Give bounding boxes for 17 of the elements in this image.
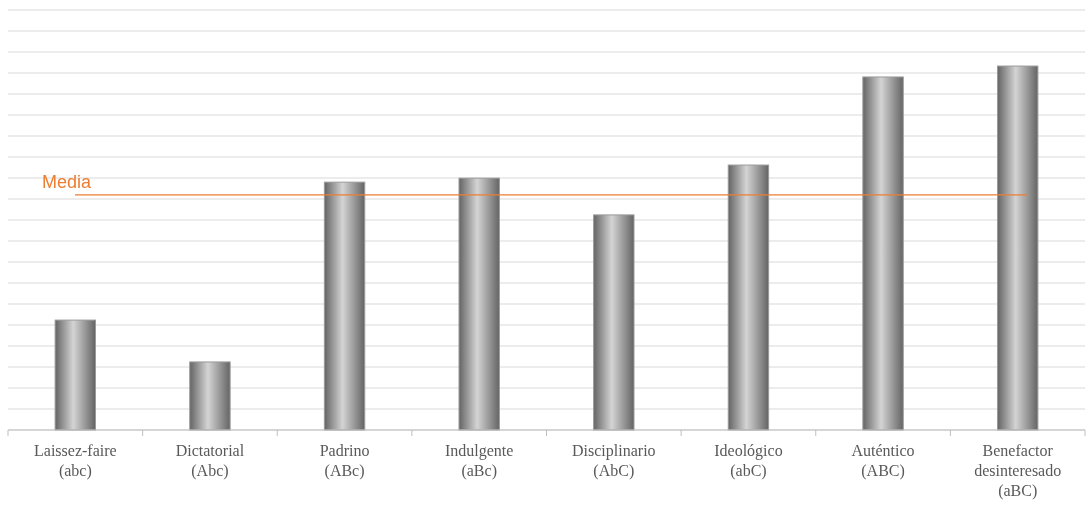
x-tick-label: Benefactor desinteresado (aBC) xyxy=(974,442,1062,500)
x-tick-label: Laissez-faire (abc) xyxy=(34,442,117,480)
x-tick-label: Auténtico (ABC) xyxy=(851,442,915,480)
bar xyxy=(727,164,770,431)
ref-line-label: Media xyxy=(42,171,93,192)
x-tick-label: Indulgente (aBc) xyxy=(444,442,514,480)
bar xyxy=(593,214,635,431)
bar xyxy=(54,319,97,431)
x-tick-label: Disciplinario (AbC) xyxy=(572,442,656,480)
bar xyxy=(996,65,1039,431)
bar xyxy=(189,361,231,431)
x-tick-label: Padrino (ABc) xyxy=(319,442,370,480)
x-tick-label: Ideológico (abC) xyxy=(714,442,783,480)
bar xyxy=(862,76,904,431)
bar xyxy=(458,177,500,431)
bar xyxy=(323,181,366,431)
x-tick-label: Dictatorial (Abc) xyxy=(175,442,245,480)
